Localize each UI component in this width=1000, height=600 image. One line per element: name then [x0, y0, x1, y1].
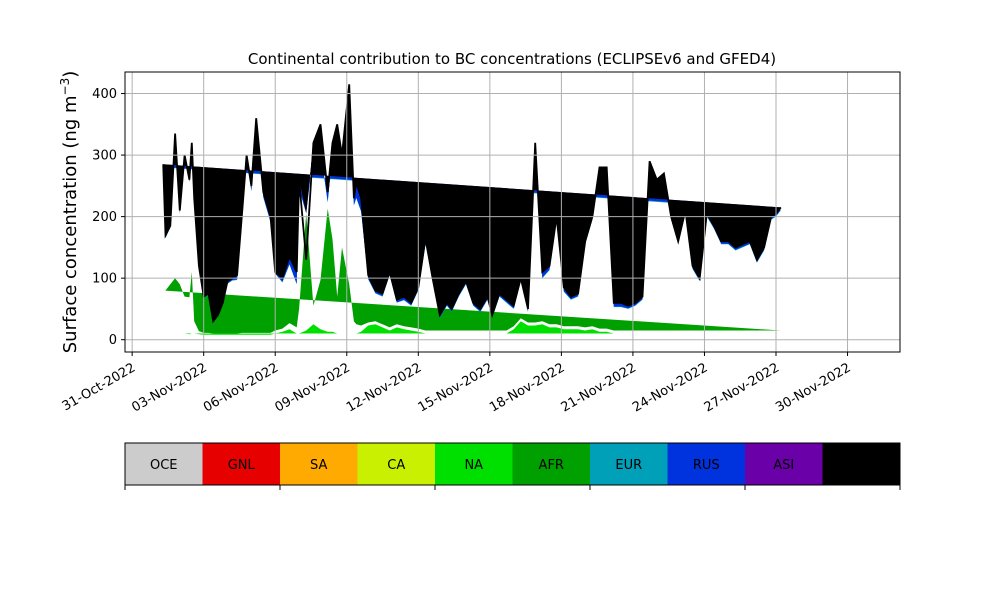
legend-frame [124, 442, 901, 486]
legend-swatch-aus [822, 443, 900, 485]
x-tick-label: 15-Nov-2022 [416, 360, 496, 415]
grid-lines [125, 72, 900, 352]
legend-swatch-eur [590, 443, 668, 485]
legend-label-asi: ASI [773, 458, 794, 473]
legend-swatch-rus [667, 443, 745, 485]
y-tick-label: 100 [92, 272, 117, 287]
legend-label-rus: RUS [693, 458, 720, 473]
chart-title: Continental contribution to BC concentra… [248, 50, 776, 68]
series-areas [162, 84, 782, 335]
legend-colorbar: OCE GNL SA CA NA AFR EUR RUS ASI AUS [124, 442, 901, 490]
x-tick-label: 06-Nov-2022 [201, 360, 281, 415]
legend-label-gnl: GNL [228, 458, 256, 473]
legend-label-afr: AFR [539, 458, 564, 473]
x-tick-label: 24-Nov-2022 [630, 360, 710, 415]
y-tick-label: 300 [92, 149, 117, 164]
legend-label-na: NA [464, 458, 483, 473]
x-tick-label: 31-Oct-2022 [60, 360, 138, 414]
y-axis-label: Surface concentration (ng m−3) [58, 71, 81, 354]
x-tick-label: 30-Nov-2022 [773, 360, 853, 415]
y-tick-label: 200 [92, 210, 117, 225]
legend-swatch-na [435, 443, 513, 485]
plot-frame [124, 71, 901, 353]
x-tick-label: 12-Nov-2022 [344, 360, 424, 415]
y-tick-label: 0 [109, 333, 117, 348]
legend-swatch-sa [280, 443, 358, 485]
x-tick-label: 27-Nov-2022 [702, 360, 782, 415]
legend-label-oce: OCE [150, 458, 178, 473]
y-tick-label: 400 [92, 87, 117, 102]
legend-label-sa: SA [310, 458, 327, 473]
x-tick-label: 03-Nov-2022 [129, 360, 209, 415]
legend-swatch-oce [125, 443, 203, 485]
x-tick-label: 09-Nov-2022 [272, 360, 352, 415]
total-line [162, 84, 782, 324]
legend-swatch-asi [745, 443, 823, 485]
legend-swatch-ca [357, 443, 435, 485]
plot-area: 31-Oct-202203-Nov-202206-Nov-202209-Nov-… [60, 71, 901, 415]
area-aus [163, 84, 781, 322]
area-afr [163, 208, 781, 334]
area-na [163, 321, 781, 335]
legend-label-ca: CA [387, 458, 405, 473]
x-tick-label: 21-Nov-2022 [559, 360, 639, 415]
legend-swatch-gnl [202, 443, 280, 485]
legend-label-aus: AUS [848, 458, 875, 473]
legend-label-eur: EUR [615, 458, 642, 473]
x-tick-label: 18-Nov-2022 [487, 360, 567, 415]
legend-swatch-afr [512, 443, 590, 485]
